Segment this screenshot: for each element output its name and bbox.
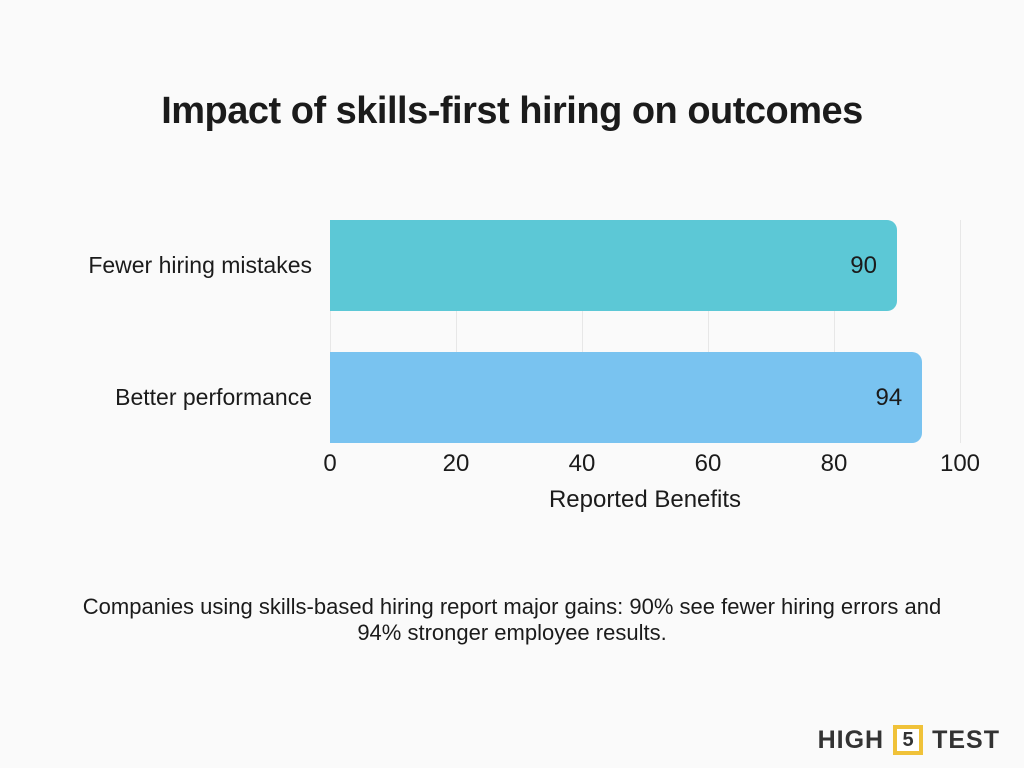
x-tick-100: 100 (939, 450, 981, 477)
logo-badge-5: 5 (893, 725, 924, 755)
gridline-40 (582, 220, 583, 443)
gridline-80 (834, 220, 835, 443)
category-label-0: Fewer hiring mistakes (88, 252, 312, 278)
x-tick-40: 40 (568, 450, 596, 477)
x-tick-20: 20 (442, 450, 470, 477)
bar-value-1: 94 (875, 383, 903, 411)
x-tick-80: 80 (820, 450, 848, 477)
bar-0: 90 (330, 220, 897, 311)
x-tick-60: 60 (694, 450, 722, 477)
logo-badge-number: 5 (902, 728, 914, 751)
gridline-60 (708, 220, 709, 443)
bar-value-0: 90 (850, 251, 877, 279)
x-tick-0: 0 (323, 450, 337, 477)
caption-text: Companies using skills-based hiring repo… (82, 594, 942, 645)
logo-word-test: TEST (932, 725, 1000, 754)
gridline-20 (456, 220, 457, 443)
gridline-100 (960, 220, 961, 443)
plot-area: 90 94 (330, 220, 961, 443)
x-axis-label: Reported Benefits (548, 486, 742, 513)
category-label-1: Better performance (115, 384, 312, 410)
bar-1: 94 (330, 352, 923, 443)
high5test-logo: HIGH 5 TEST (818, 725, 1000, 755)
logo-word-high: HIGH (817, 725, 885, 754)
gridline-0 (330, 220, 331, 443)
chart-title: Impact of skills-first hiring on outcome… (161, 90, 863, 132)
